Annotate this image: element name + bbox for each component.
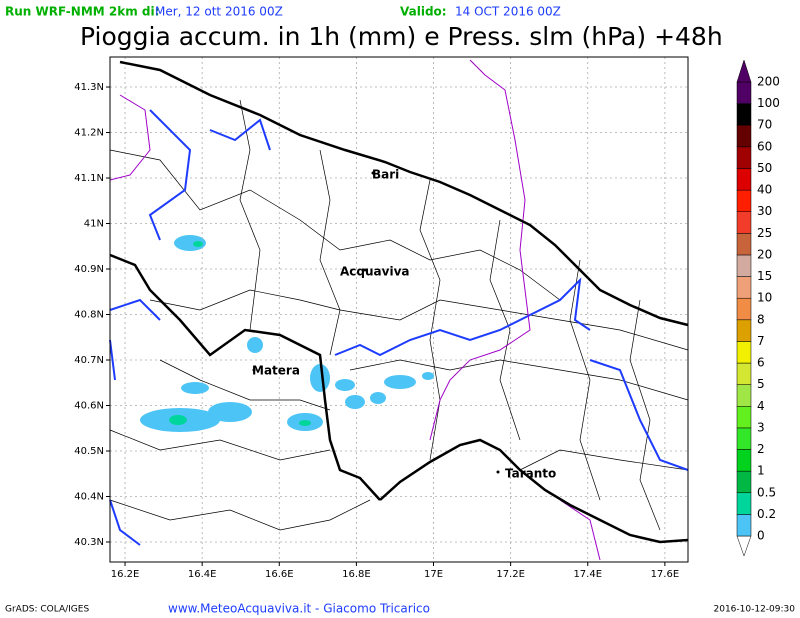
colorbar-label: 100 <box>757 96 780 110</box>
y-tick-label: 41N <box>84 219 104 230</box>
x-tick-label: 16.4E <box>188 569 217 580</box>
valid-label: Valido: <box>400 5 447 19</box>
city-label: Bari <box>372 168 399 182</box>
x-tick-label: 16.8E <box>342 569 371 580</box>
municipal-borders <box>109 99 689 531</box>
x-tick-label: 17.2E <box>496 569 525 580</box>
y-tick-label: 41.2N <box>74 128 104 139</box>
colorbar-label: 0.2 <box>757 507 776 521</box>
colorbar-box <box>736 384 752 407</box>
colorbar-triangle <box>736 535 752 557</box>
y-tick-label: 41.1N <box>74 173 104 184</box>
run-label: Run WRF-NMM 2km di: <box>5 5 159 19</box>
colorbar-box <box>736 233 752 256</box>
colorbar-box <box>736 254 752 277</box>
y-tick-label: 40.3N <box>74 537 104 548</box>
colorbar-box <box>736 276 752 299</box>
colorbar-label: 5 <box>757 377 765 391</box>
colorbar-box <box>736 146 752 169</box>
colorbar-box <box>736 470 752 494</box>
colorbar-box <box>736 297 752 321</box>
isobar <box>429 59 601 561</box>
colorbar-label: 30 <box>757 204 772 218</box>
y-tick-label: 40.9N <box>74 264 104 275</box>
colorbar-box <box>736 514 752 537</box>
colorbar-label: 7 <box>757 334 765 348</box>
colorbar-box <box>736 406 752 429</box>
colorbar-label: 25 <box>757 226 772 240</box>
colorbar-label: 50 <box>757 161 772 175</box>
colorbar: 0 0.2 0.5 1 2 3 4 5 6 7 8 10 15 20 25 30 40 50 60 70 100 200 <box>736 59 780 557</box>
map-background <box>110 57 688 562</box>
valid-date: 14 OCT 2016 00Z <box>455 5 561 19</box>
run-date: Mer, 12 ott 2016 00Z <box>155 5 283 19</box>
colorbar-label: 0 <box>757 529 765 543</box>
colorbar-box <box>736 103 752 126</box>
colorbar-label: 1 <box>757 464 765 478</box>
rain-areas-moderate <box>169 241 311 426</box>
x-tick-label: 16.2E <box>111 569 140 580</box>
x-tick-label: 17.4E <box>573 569 602 580</box>
colorbar-label: 200 <box>757 75 780 89</box>
y-tick-label: 40.8N <box>74 310 104 321</box>
map: Bari Acquaviva Matera Taranto <box>109 56 689 563</box>
colorbar-label: 2 <box>757 442 765 456</box>
x-tick-label: 16.6E <box>265 569 294 580</box>
city-markers <box>252 171 500 474</box>
coastline <box>109 60 689 544</box>
colorbar-box <box>736 81 752 104</box>
colorbar-box <box>736 492 752 515</box>
colorbar-label: 6 <box>757 356 765 370</box>
colorbar-box <box>736 168 752 191</box>
colorbar-label: 3 <box>757 420 765 434</box>
city-label: Taranto <box>505 467 556 481</box>
y-tick-label: 40.7N <box>74 355 104 366</box>
isobar-west <box>109 94 151 181</box>
blue-borders <box>109 109 689 546</box>
colorbar-label: 70 <box>757 118 772 132</box>
colorbar-label: 15 <box>757 269 772 283</box>
grid <box>110 57 688 562</box>
colorbar-label: 10 <box>757 291 772 305</box>
x-tick-label: 17E <box>424 569 443 580</box>
colorbar-box <box>736 427 752 450</box>
y-tick-label: 41.3N <box>74 82 104 93</box>
colorbar-box <box>736 362 752 385</box>
footer-center: www.MeteoAcquaviva.it - Giacomo Tricaric… <box>168 602 430 616</box>
colorbar-label: 4 <box>757 399 765 413</box>
colorbar-label: 20 <box>757 247 772 261</box>
colorbar-label: 0.5 <box>757 485 776 499</box>
map-frame <box>109 56 689 563</box>
x-tick-label: 17.6E <box>651 569 680 580</box>
colorbar-triangle <box>736 59 752 83</box>
colorbar-box <box>736 211 752 234</box>
y-tick-label: 40.4N <box>74 491 104 502</box>
colorbar-label: 40 <box>757 183 772 197</box>
y-tick-label: 40.6N <box>74 400 104 411</box>
footer-right: 2016-10-12-09:30 <box>714 605 796 615</box>
map-title: Pioggia accum. in 1h (mm) e Press. slm (… <box>80 22 723 51</box>
colorbar-box <box>736 341 752 364</box>
colorbar-box <box>736 449 752 472</box>
colorbar-box <box>736 124 752 148</box>
colorbar-box <box>736 189 752 212</box>
city-label: Acquaviva <box>340 265 410 279</box>
colorbar-label: 60 <box>757 139 772 153</box>
colorbar-label: 8 <box>757 312 765 326</box>
y-tick-label: 40.5N <box>74 446 104 457</box>
colorbar-box <box>736 319 752 342</box>
footer-left: GrADS: COLA/IGES <box>5 605 89 615</box>
city-label: Matera <box>252 364 300 378</box>
